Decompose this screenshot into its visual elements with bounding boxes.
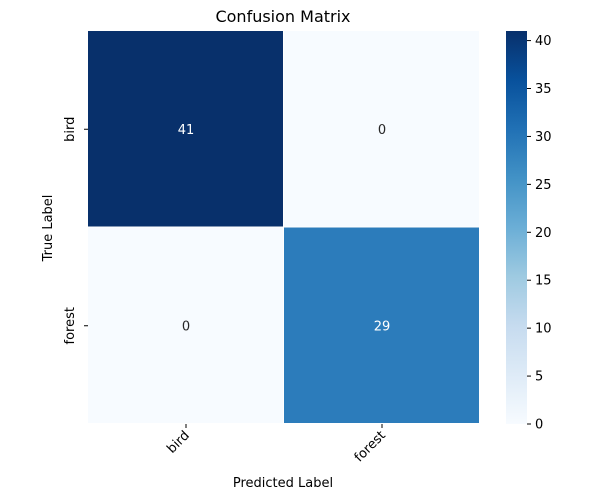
x-axis-ticks: bird forest [164, 424, 389, 465]
cell-annotations: 41 0 0 29 [178, 123, 391, 335]
chart-title: Confusion Matrix [215, 7, 350, 26]
heatmap-cell [284, 227, 479, 423]
colorbar-tick-label: 35 [535, 82, 552, 97]
cell-value-label: 0 [378, 123, 386, 138]
cell-value-label: 29 [374, 319, 391, 334]
y-tick-label: bird [63, 117, 78, 142]
colorbar-tick-label: 25 [535, 178, 552, 193]
y-axis-ticks: bird forest [63, 117, 88, 344]
cell-value-label: 41 [178, 123, 195, 138]
colorbar-tick-label: 5 [535, 370, 543, 385]
x-axis-label: Predicted Label [233, 476, 333, 491]
colorbar [506, 31, 527, 424]
heatmap-cell [284, 31, 479, 227]
colorbar-ticks: 0 5 10 15 20 25 30 35 40 [527, 34, 552, 433]
colorbar-tick-label: 10 [535, 322, 552, 337]
heatmap-cell [88, 31, 283, 227]
y-axis-label: True Label [41, 195, 56, 263]
colorbar-tick-label: 0 [535, 418, 543, 433]
heatmap-cell [88, 227, 283, 423]
heatmap-cells [88, 31, 479, 423]
colorbar-tick-label: 15 [535, 274, 552, 289]
colorbar-tick-label: 30 [535, 130, 552, 145]
y-tick-label: forest [63, 307, 78, 344]
x-tick-label: forest [352, 428, 389, 465]
colorbar-tick-label: 20 [535, 226, 552, 241]
x-tick-label: bird [164, 428, 192, 456]
colorbar-tick-label: 40 [535, 34, 552, 49]
cell-value-label: 0 [182, 319, 190, 334]
